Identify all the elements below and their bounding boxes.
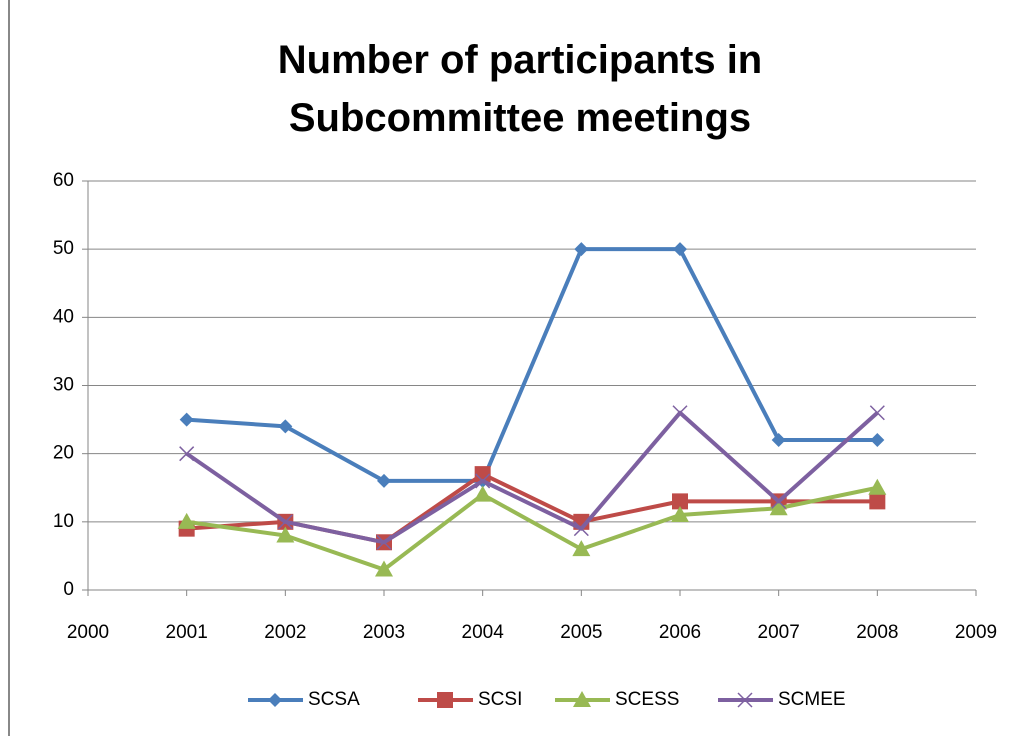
marker <box>474 466 491 483</box>
marker <box>870 433 885 448</box>
marker <box>574 242 589 257</box>
marker <box>376 534 392 550</box>
x-tick-label: 2004 <box>462 622 505 643</box>
y-tick-label: 0 <box>63 579 74 600</box>
x-tick-label: 2009 <box>955 622 997 643</box>
marker <box>377 473 391 488</box>
y-tick-label: 60 <box>53 170 74 191</box>
marker <box>437 692 453 708</box>
x-tick-label: 2008 <box>856 622 898 643</box>
series-line <box>186 247 878 483</box>
marker <box>869 493 886 510</box>
legend-label: SCSA <box>308 689 360 710</box>
x-tick-label: 2000 <box>67 622 109 643</box>
marker <box>268 693 282 707</box>
x-tick-label: 2007 <box>758 622 800 643</box>
y-tick-label: 40 <box>53 306 74 327</box>
series-line <box>185 410 879 545</box>
marker <box>673 242 687 257</box>
x-tick-label: 2006 <box>659 622 701 643</box>
marker <box>276 526 295 543</box>
series-line <box>186 485 878 572</box>
marker <box>737 692 753 708</box>
marker <box>572 540 591 557</box>
x-tick-label: 2001 <box>166 622 208 643</box>
marker <box>475 473 491 489</box>
marker <box>177 512 196 529</box>
x-tick-label: 2005 <box>560 622 602 643</box>
marker <box>868 478 887 495</box>
x-tick-label: 2003 <box>363 622 405 643</box>
marker <box>278 419 293 434</box>
marker <box>672 493 688 510</box>
marker <box>769 499 788 516</box>
marker <box>179 446 195 462</box>
marker <box>375 560 393 577</box>
x-tick-label: 2002 <box>264 622 306 643</box>
chart-title: Number of participants in Subcommittee me… <box>278 38 763 140</box>
marker <box>771 493 787 509</box>
marker <box>869 405 885 421</box>
y-tick-label: 10 <box>53 511 74 532</box>
y-tick-label: 20 <box>53 443 74 464</box>
marker <box>573 691 591 707</box>
legend-label: SCSI <box>478 689 522 710</box>
legend-label: SCMEE <box>778 689 846 710</box>
marker <box>277 514 293 530</box>
marker <box>179 412 194 427</box>
marker <box>672 405 688 421</box>
marker <box>473 485 492 502</box>
marker <box>671 506 689 523</box>
legend-label: SCESS <box>615 689 679 710</box>
marker <box>573 521 589 537</box>
marker <box>771 433 786 448</box>
y-tick-label: 50 <box>53 238 74 259</box>
y-tick-label: 30 <box>53 375 74 396</box>
